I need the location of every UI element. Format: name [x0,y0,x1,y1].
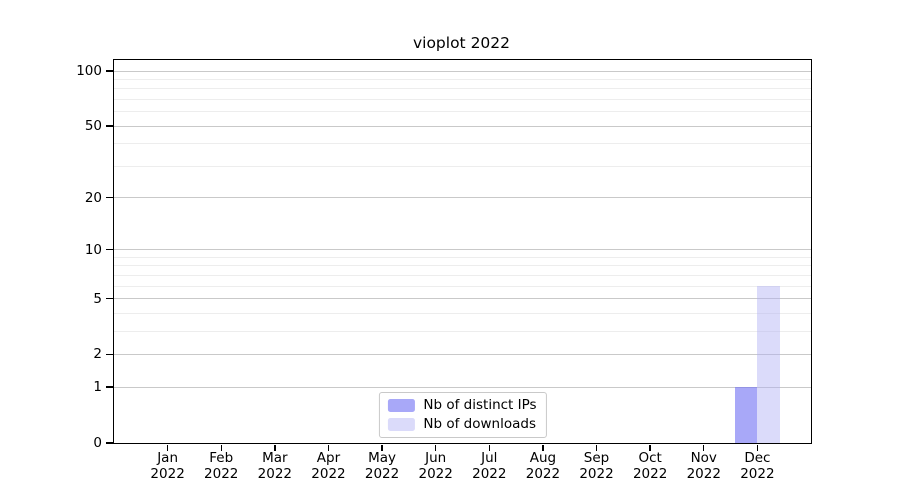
gridline-major [114,249,811,251]
x-tick-label: Apr 2022 [296,450,360,482]
x-tick-year: 2022 [472,466,507,482]
gridline-minor [114,78,811,80]
gridline-minor [114,143,811,145]
legend: Nb of distinct IPs Nb of downloads [378,392,547,438]
x-tick-month: Jan [157,450,179,466]
gridline-major [114,70,811,72]
x-tick-mark [434,444,437,451]
gridline-minor [114,330,811,332]
x-tick-year: 2022 [686,466,721,482]
x-tick-year: 2022 [740,466,775,482]
y-tick-label: 50 [84,118,102,135]
y-tick-label: 2 [93,346,102,363]
x-tick-label: Dec 2022 [725,450,789,482]
gridline-minor [114,265,811,267]
gridline-major [114,298,811,300]
y-tick-label: 20 [84,189,102,206]
y-tick-mark [106,297,113,300]
gridline-minor [114,165,811,167]
legend-item-distinct-ips: Nb of distinct IPs [387,397,537,413]
x-tick-month: Jun [425,450,447,466]
x-tick-mark [327,444,330,451]
y-tick-label: 5 [93,290,102,307]
x-tick-month: Feb [209,450,234,466]
legend-swatch-distinct-ips [387,399,415,412]
x-tick-month: Aug [529,450,557,466]
plot-area: Nb of distinct IPs Nb of downloads 0 1 2 5 1… [76,59,812,482]
x-tick-month: Dec [744,450,771,466]
gridline-major [114,197,811,199]
x-tick-label: Oct 2022 [618,450,682,482]
x-tick-month: Mar [262,450,288,466]
y-tick-mark [106,196,113,199]
x-tick-mark [274,444,276,451]
gridline-minor [114,312,811,314]
y-tick-mark [106,442,113,444]
x-tick-mark [595,444,598,451]
x-tick-label: Mar 2022 [243,450,307,482]
y-tick-mark [106,249,113,251]
gridline-minor [114,256,811,258]
y-tick-mark [106,353,113,356]
chart-title: vioplot 2022 [412,34,511,52]
y-tick-label: 100 [76,63,102,79]
x-tick-year: 2022 [418,466,453,482]
x-tick-month: Jul [481,450,498,466]
y-tick-label: 1 [93,379,102,396]
x-tick-mark [488,444,490,451]
x-tick-month: Sep [583,450,610,466]
gridline-minor [114,88,811,90]
legend-label-distinct-ips: Nb of distinct IPs [423,397,537,413]
x-tick-label: Aug 2022 [511,450,575,482]
x-tick-label: Jun 2022 [404,450,468,482]
x-tick-month: Apr [316,450,341,466]
x-tick-year: 2022 [257,466,293,482]
x-tick-mark [703,444,705,451]
x-tick-year: 2022 [364,466,400,482]
x-tick-year: 2022 [311,466,346,482]
x-tick-mark [649,444,651,451]
x-tick-month: Oct [638,450,662,466]
legend-item-downloads: Nb of downloads [387,417,536,432]
bar-distinct-ips [734,387,758,443]
gridline-minor [114,274,811,276]
x-tick-year: 2022 [579,466,614,482]
y-tick-mark [106,386,113,388]
y-tick-mark [106,125,113,127]
x-tick-month: Nov [690,450,717,466]
x-tick-label: Feb 2022 [189,450,253,482]
x-tick-label: May 2022 [350,450,414,482]
x-tick-year: 2022 [632,466,668,482]
x-tick-mark [220,444,222,451]
x-tick-mark [756,444,759,451]
gridline-minor [114,111,811,113]
x-tick-label: Jan 2022 [136,450,200,482]
legend-label-downloads: Nb of downloads [423,416,536,432]
y-tick-label: 0 [93,435,102,451]
bar-downloads [757,286,780,443]
y-tick-label: 10 [84,241,102,258]
x-tick-year: 2022 [525,466,561,482]
x-tick-mark [166,444,169,451]
gridline-major [114,386,811,388]
gridline-minor [114,285,811,287]
y-tick-mark [106,70,113,72]
x-tick-label: Nov 2022 [672,450,736,482]
x-tick-mark [542,444,544,451]
gridline-major [114,125,811,127]
gridline-minor [114,98,811,100]
x-tick-year: 2022 [150,466,185,482]
gridline-major [114,353,811,355]
x-tick-year: 2022 [204,466,239,482]
x-tick-label: Jul 2022 [457,450,521,482]
x-tick-label: Sep 2022 [565,450,629,482]
x-tick-mark [381,444,383,451]
x-tick-month: May [368,450,397,466]
legend-swatch-downloads [387,418,415,431]
